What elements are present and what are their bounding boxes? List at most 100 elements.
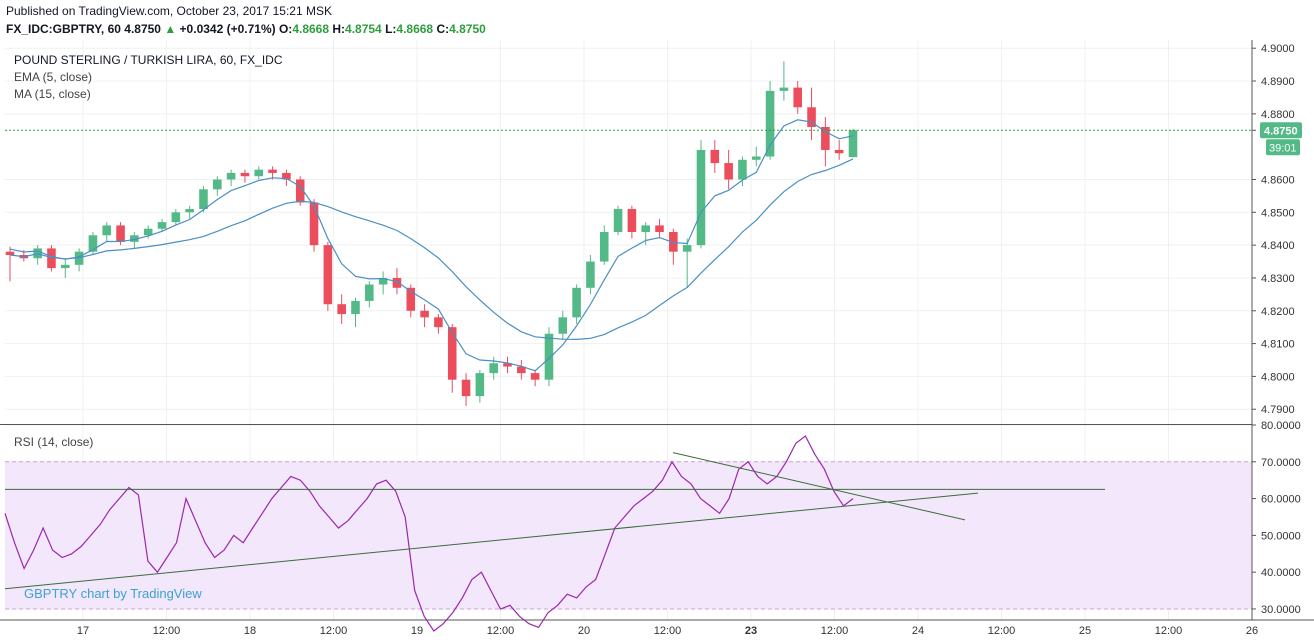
candle-body[interactable]: [309, 202, 319, 246]
candle-body[interactable]: [641, 225, 650, 232]
rsi-band-lines: [5, 461, 1252, 610]
price-chart[interactable]: 17 12:00 18 12:00 19 12:00 20 12:00 23 12:00 24 12:…: [0, 40, 1314, 642]
candle-body[interactable]: [337, 304, 346, 315]
candle-body[interactable]: [88, 235, 98, 252]
candle-body[interactable]: [821, 126, 830, 150]
y-tick-label: 4.8400: [1261, 240, 1295, 252]
y-tick-label: 4.7900: [1261, 404, 1295, 416]
candle-body[interactable]: [572, 287, 581, 318]
candle-body[interactable]: [765, 90, 775, 157]
candle-body[interactable]: [558, 317, 568, 334]
high-value: 4.8754: [345, 22, 382, 36]
candle-body[interactable]: [185, 209, 194, 213]
y-tick-label: 4.8800: [1261, 109, 1295, 121]
candle-body[interactable]: [530, 373, 540, 380]
candle-body[interactable]: [779, 87, 789, 91]
countdown-badge: 39:01: [1269, 142, 1297, 154]
candle-body[interactable]: [599, 232, 609, 262]
candle-body[interactable]: [268, 169, 277, 173]
x-tick-label: 12:00: [153, 625, 181, 637]
candle-body[interactable]: [157, 222, 167, 229]
candle-body[interactable]: [793, 87, 803, 108]
x-tick-label: 12:00: [654, 625, 682, 637]
candle-body[interactable]: [60, 264, 70, 269]
candle-body[interactable]: [724, 163, 733, 180]
candle-body[interactable]: [102, 225, 112, 236]
countdown-badge-bg: [1266, 139, 1300, 156]
y-tick-label: 4.8600: [1261, 174, 1295, 186]
y-tick-label: 4.8300: [1261, 273, 1295, 285]
candle-body[interactable]: [544, 333, 554, 380]
candle-body[interactable]: [5, 251, 15, 255]
candles[interactable]: [5, 61, 858, 406]
candle-body[interactable]: [710, 149, 720, 164]
candle-body[interactable]: [503, 363, 512, 367]
x-tick-label: 24: [912, 625, 924, 637]
close-value: 4.8750: [449, 22, 486, 36]
x-tick-label: 12:00: [821, 625, 849, 637]
candle-body[interactable]: [392, 277, 402, 288]
ema-layer: [9, 119, 854, 372]
candle-body[interactable]: [406, 287, 416, 311]
low-label: L:: [385, 22, 397, 36]
candle-body[interactable]: [751, 156, 761, 160]
candle-body[interactable]: [627, 209, 637, 232]
x-tick-label: 12:00: [988, 625, 1016, 637]
candle-body[interactable]: [240, 172, 250, 177]
rsi-band: [5, 461, 1252, 609]
candle-body[interactable]: [434, 317, 443, 328]
x-tick-label: 12:00: [487, 625, 515, 637]
candle-body[interactable]: [116, 225, 125, 242]
y-tick-label: 4.8500: [1261, 207, 1295, 219]
candle-body[interactable]: [351, 300, 360, 315]
candle-body[interactable]: [130, 235, 139, 242]
candle-body[interactable]: [655, 225, 664, 232]
candle-body[interactable]: [738, 159, 747, 180]
x-tick-label: 12:00: [320, 625, 348, 637]
candle-body[interactable]: [586, 261, 595, 288]
trendlines[interactable]: [4, 452, 1105, 590]
up-arrow-icon: ▲: [164, 22, 177, 36]
candle-body[interactable]: [475, 373, 485, 397]
candle-body[interactable]: [378, 277, 388, 285]
candle-body[interactable]: [682, 245, 692, 252]
candle-body[interactable]: [295, 179, 305, 203]
candle-body[interactable]: [420, 310, 429, 318]
candle-body[interactable]: [323, 245, 333, 305]
open-label: O:: [278, 22, 293, 36]
price-badge-bg: [1260, 122, 1302, 139]
candle-body[interactable]: [696, 149, 706, 246]
candle-body[interactable]: [365, 284, 374, 301]
candle-body[interactable]: [461, 379, 471, 397]
rsi-resistance-trendline[interactable]: [672, 452, 966, 521]
symbol-label: FX_IDC:GBPTRY, 60: [6, 22, 121, 36]
candle-body[interactable]: [226, 172, 236, 180]
x-tick-label: 25: [1079, 625, 1091, 637]
rsi-tick-label: 60.0000: [1261, 494, 1301, 506]
candle-body[interactable]: [834, 149, 844, 154]
x-tick-label: 19: [411, 625, 423, 637]
candle-body[interactable]: [143, 228, 153, 236]
candle-body[interactable]: [254, 169, 264, 177]
ema-line: [9, 119, 854, 372]
candle-body[interactable]: [489, 363, 498, 374]
candle-body[interactable]: [282, 172, 291, 180]
axes: [0, 40, 1314, 621]
candle-body[interactable]: [669, 232, 678, 252]
published-line: Published on TradingView.com, October 23…: [6, 4, 332, 18]
candle-body[interactable]: [199, 189, 208, 210]
candle-body[interactable]: [517, 366, 526, 374]
price-change: +0.0342 (+0.71%): [179, 22, 276, 36]
tick-labels: 17 12:00 18 12:00 19 12:00 20 12:00 23 12:00 24 12:…: [77, 43, 1301, 637]
candle-body[interactable]: [47, 248, 56, 269]
candle-body[interactable]: [171, 212, 181, 223]
candle-body[interactable]: [447, 327, 457, 380]
y-tick-label: 4.9000: [1261, 43, 1295, 55]
candle-body[interactable]: [213, 179, 222, 190]
candle-body[interactable]: [807, 107, 816, 127]
rsi-support-trendline[interactable]: [4, 492, 979, 590]
rsi-tick-label: 40.0000: [1261, 567, 1301, 579]
x-tick-label: 18: [244, 625, 256, 637]
candle-body[interactable]: [613, 209, 623, 232]
candle-body[interactable]: [848, 130, 858, 158]
